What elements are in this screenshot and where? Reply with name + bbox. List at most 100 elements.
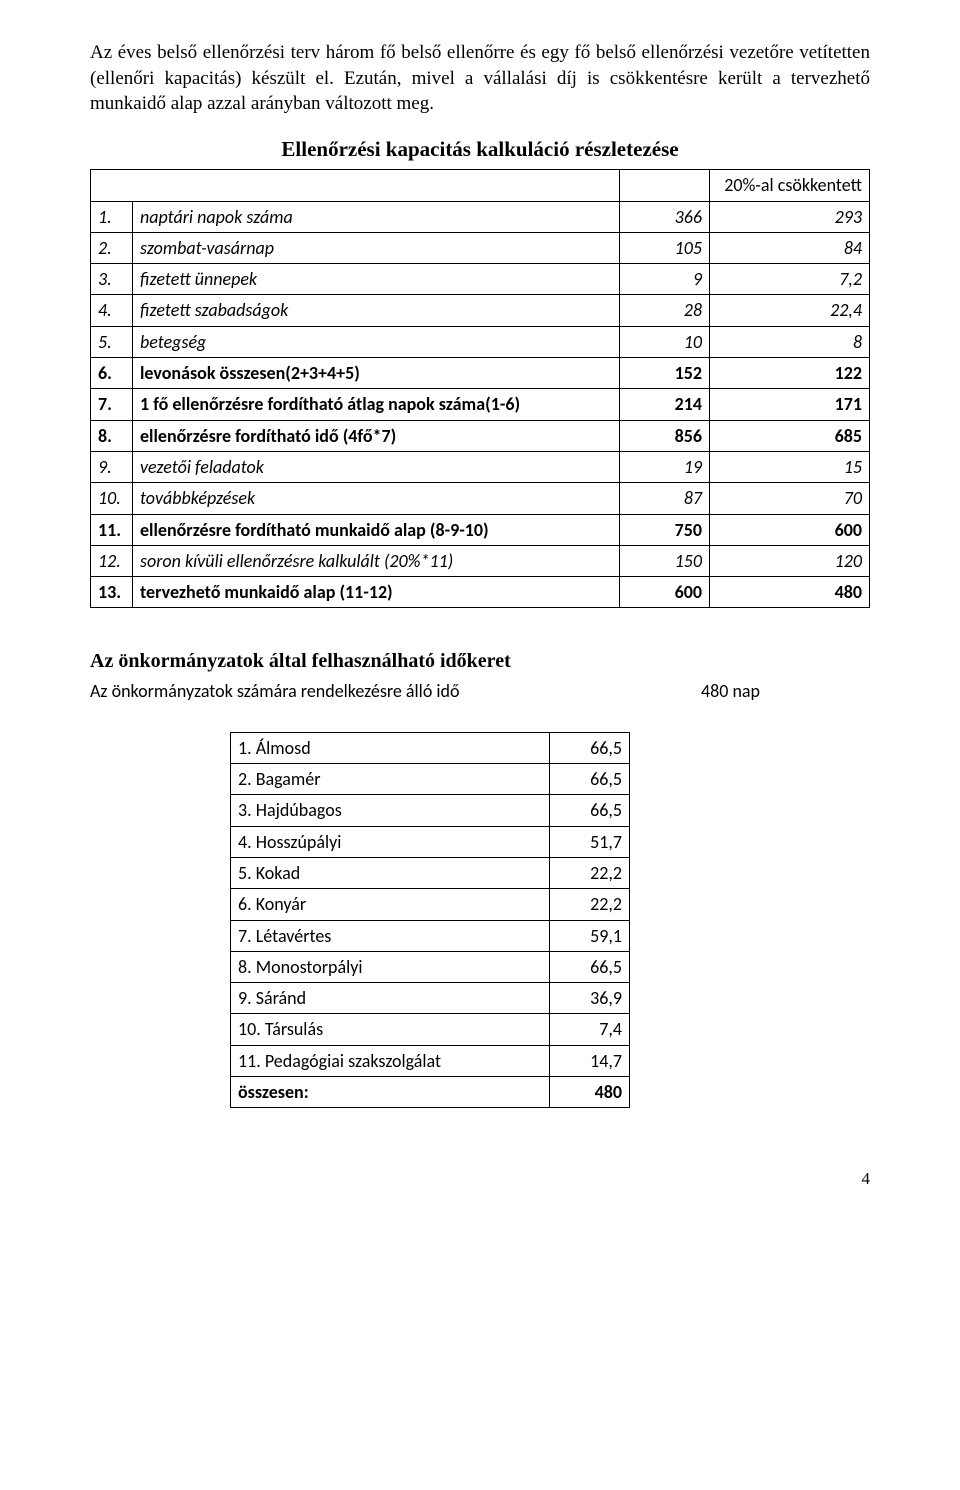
table2-row: összesen:480	[231, 1076, 630, 1107]
table2-row-label: 3. Hajdúbagos	[231, 795, 550, 826]
table1-row-label: tervezhető munkaidő alap (11-12)	[133, 577, 620, 608]
table1-row-number: 12.	[91, 545, 133, 576]
table2-row-label: 5. Kokad	[231, 857, 550, 888]
table1-header-right: 20%-al csökkentett	[710, 170, 870, 201]
table1-row: 8.ellenőrzésre fordítható idő (4fő*7)856…	[91, 420, 870, 451]
table1-row-value2: 8	[710, 326, 870, 357]
table1-row: 12.soron kívüli ellenőrzésre kalkulált (…	[91, 545, 870, 576]
table2-row-value: 22,2	[550, 889, 630, 920]
page-number: 4	[90, 1168, 870, 1191]
table1-row-value2: 122	[710, 358, 870, 389]
table1-header-row: 20%-al csökkentett	[91, 170, 870, 201]
table1-row-number: 8.	[91, 420, 133, 451]
table1-row-value1: 150	[620, 545, 710, 576]
table2-row: 5. Kokad22,2	[231, 857, 630, 888]
table1-header-mid	[620, 170, 710, 201]
table1-row-label: ellenőrzésre fordítható idő (4fő*7)	[133, 420, 620, 451]
table1-row-value1: 152	[620, 358, 710, 389]
table2-row: 7. Létavértes59,1	[231, 920, 630, 951]
table2-row-value: 14,7	[550, 1045, 630, 1076]
table1-row: 2.szombat-vasárnap10584	[91, 232, 870, 263]
table1-row-number: 11.	[91, 514, 133, 545]
table2-row: 10. Társulás7,4	[231, 1014, 630, 1045]
table2-row: 4. Hosszúpályi51,7	[231, 826, 630, 857]
table1-row-value1: 214	[620, 389, 710, 420]
table2-row-value: 59,1	[550, 920, 630, 951]
table1-row-number: 7.	[91, 389, 133, 420]
table2-row: 8. Monostorpályi66,5	[231, 951, 630, 982]
table1-row: 5.betegség108	[91, 326, 870, 357]
table2-row-label: 11. Pedagógiai szakszolgálat	[231, 1045, 550, 1076]
table1-row-value2: 7,2	[710, 264, 870, 295]
table1-row-value1: 28	[620, 295, 710, 326]
table1-row-value2: 120	[710, 545, 870, 576]
table1-row-number: 6.	[91, 358, 133, 389]
table1-row-number: 1.	[91, 201, 133, 232]
section2-subtext: Az önkormányzatok számára rendelkezésre …	[90, 679, 870, 703]
table1-row-number: 5.	[91, 326, 133, 357]
table1-row: 6.levonások összesen(2+3+4+5)152122	[91, 358, 870, 389]
table2-row: 1. Álmosd66,5	[231, 732, 630, 763]
table1-row: 10.továbbképzések8770	[91, 483, 870, 514]
table1-row-label: 1 fő ellenőrzésre fordítható átlag napok…	[133, 389, 620, 420]
table1-row-number: 4.	[91, 295, 133, 326]
municipality-table: 1. Álmosd66,52. Bagamér66,53. Hajdúbagos…	[230, 732, 630, 1109]
table2-row-label: 6. Konyár	[231, 889, 550, 920]
table1-row-value1: 19	[620, 451, 710, 482]
table1-row-label: soron kívüli ellenőrzésre kalkulált (20%…	[133, 545, 620, 576]
table1-row-label: szombat-vasárnap	[133, 232, 620, 263]
table1-row-label: továbbképzések	[133, 483, 620, 514]
table1-row-value2: 22,4	[710, 295, 870, 326]
table1-row-value1: 600	[620, 577, 710, 608]
table1-row-value1: 750	[620, 514, 710, 545]
table1-row: 13.tervezhető munkaidő alap (11-12)60048…	[91, 577, 870, 608]
table2-row-value: 66,5	[550, 764, 630, 795]
table1-row-value2: 171	[710, 389, 870, 420]
table2-row-label: 1. Álmosd	[231, 732, 550, 763]
table1-row-label: betegség	[133, 326, 620, 357]
table1-row-value2: 293	[710, 201, 870, 232]
table2-row-label: összesen:	[231, 1076, 550, 1107]
intro-paragraph: Az éves belső ellenőrzési terv három fő …	[90, 40, 870, 117]
table2-row-value: 66,5	[550, 951, 630, 982]
table1-row-value2: 685	[710, 420, 870, 451]
table1-row-value1: 366	[620, 201, 710, 232]
table2-row-label: 10. Társulás	[231, 1014, 550, 1045]
table1-row-value1: 105	[620, 232, 710, 263]
section2-heading: Az önkormányzatok által felhasználható i…	[90, 648, 870, 675]
table2-row-value: 51,7	[550, 826, 630, 857]
table2-row: 3. Hajdúbagos66,5	[231, 795, 630, 826]
table1-row: 1.naptári napok száma366293	[91, 201, 870, 232]
table1-row-value2: 600	[710, 514, 870, 545]
table1-row: 9.vezetői feladatok1915	[91, 451, 870, 482]
table2-row: 9. Sáránd36,9	[231, 983, 630, 1014]
table1-row-value2: 70	[710, 483, 870, 514]
table1-row: 11.ellenőrzésre fordítható munkaidő alap…	[91, 514, 870, 545]
table1-header-empty	[91, 170, 620, 201]
table1-row-value2: 84	[710, 232, 870, 263]
section2-sub-right: 480 nap	[701, 679, 870, 703]
table2-row: 2. Bagamér66,5	[231, 764, 630, 795]
table1-row-value1: 87	[620, 483, 710, 514]
table2-row-value: 480	[550, 1076, 630, 1107]
table2-row: 6. Konyár22,2	[231, 889, 630, 920]
table1-row-number: 3.	[91, 264, 133, 295]
table1-row-number: 13.	[91, 577, 133, 608]
table1-row-number: 9.	[91, 451, 133, 482]
table2-row-label: 4. Hosszúpályi	[231, 826, 550, 857]
table1-row-value2: 480	[710, 577, 870, 608]
table2-row-value: 7,4	[550, 1014, 630, 1045]
table2-row-label: 9. Sáránd	[231, 983, 550, 1014]
capacity-table: 20%-al csökkentett 1.naptári napok száma…	[90, 169, 870, 608]
table1-row-label: fizetett szabadságok	[133, 295, 620, 326]
table1-row: 4.fizetett szabadságok2822,4	[91, 295, 870, 326]
table1-row-value1: 10	[620, 326, 710, 357]
table1-row: 3.fizetett ünnepek97,2	[91, 264, 870, 295]
table2-row-value: 36,9	[550, 983, 630, 1014]
table1-row-label: levonások összesen(2+3+4+5)	[133, 358, 620, 389]
table2-row: 11. Pedagógiai szakszolgálat14,7	[231, 1045, 630, 1076]
table2-row-value: 66,5	[550, 732, 630, 763]
table1-row-label: ellenőrzésre fordítható munkaidő alap (8…	[133, 514, 620, 545]
table2-row-label: 2. Bagamér	[231, 764, 550, 795]
table2-row-value: 22,2	[550, 857, 630, 888]
